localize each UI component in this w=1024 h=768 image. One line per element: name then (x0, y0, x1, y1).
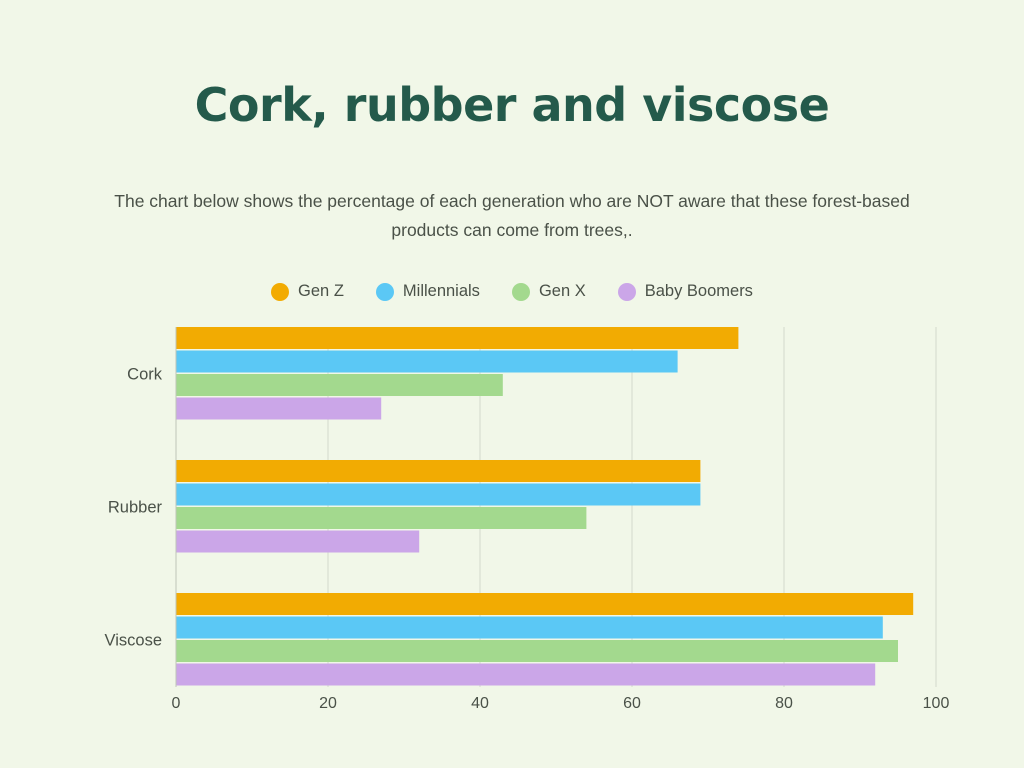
x-tick-label: 80 (775, 695, 793, 712)
bar-gen-z-rubber (176, 460, 701, 482)
bar-baby-boomers-cork (176, 397, 382, 420)
legend-swatch (617, 282, 636, 301)
chart-title: Cork, rubber and viscose (194, 78, 830, 132)
legend-item: Millennials (375, 282, 480, 301)
bar-baby-boomers-rubber (176, 530, 420, 553)
x-tick-label: 100 (923, 695, 950, 712)
bar-millennials-cork (176, 350, 678, 373)
legend-swatch (511, 282, 530, 301)
legend-label: Baby Boomers (644, 282, 753, 300)
bar-millennials-viscose (176, 616, 883, 639)
bar-gen-z-cork (176, 327, 739, 349)
chart-subtitle: The chart below shows the percentage of … (114, 191, 910, 240)
category-label: Cork (127, 365, 163, 383)
x-tick-label: 0 (172, 695, 181, 712)
bar-millennials-rubber (176, 483, 701, 506)
bar-baby-boomers-viscose (176, 663, 876, 686)
bar-gen-x-cork (176, 374, 503, 396)
legend-swatch (375, 282, 394, 301)
legend-label: Gen X (538, 282, 586, 300)
bar-gen-x-viscose (176, 640, 898, 662)
x-tick-label: 40 (471, 695, 489, 712)
bar-gen-z-viscose (176, 593, 914, 615)
legend-label: Gen Z (298, 282, 344, 300)
x-tick-label: 20 (319, 695, 337, 712)
x-tick-label: 60 (623, 695, 641, 712)
legend-item: Baby Boomers (617, 282, 753, 301)
category-label: Viscose (105, 631, 162, 649)
category-label: Rubber (108, 498, 163, 516)
legend-label: Millennials (402, 282, 480, 300)
bar-gen-x-rubber (176, 507, 587, 529)
legend-item: Gen Z (271, 282, 344, 301)
legend-swatch (271, 282, 290, 301)
chart-legend: Gen Z Millennials Gen X Baby Boomers (0, 282, 1024, 301)
legend-item: Gen X (511, 282, 586, 301)
